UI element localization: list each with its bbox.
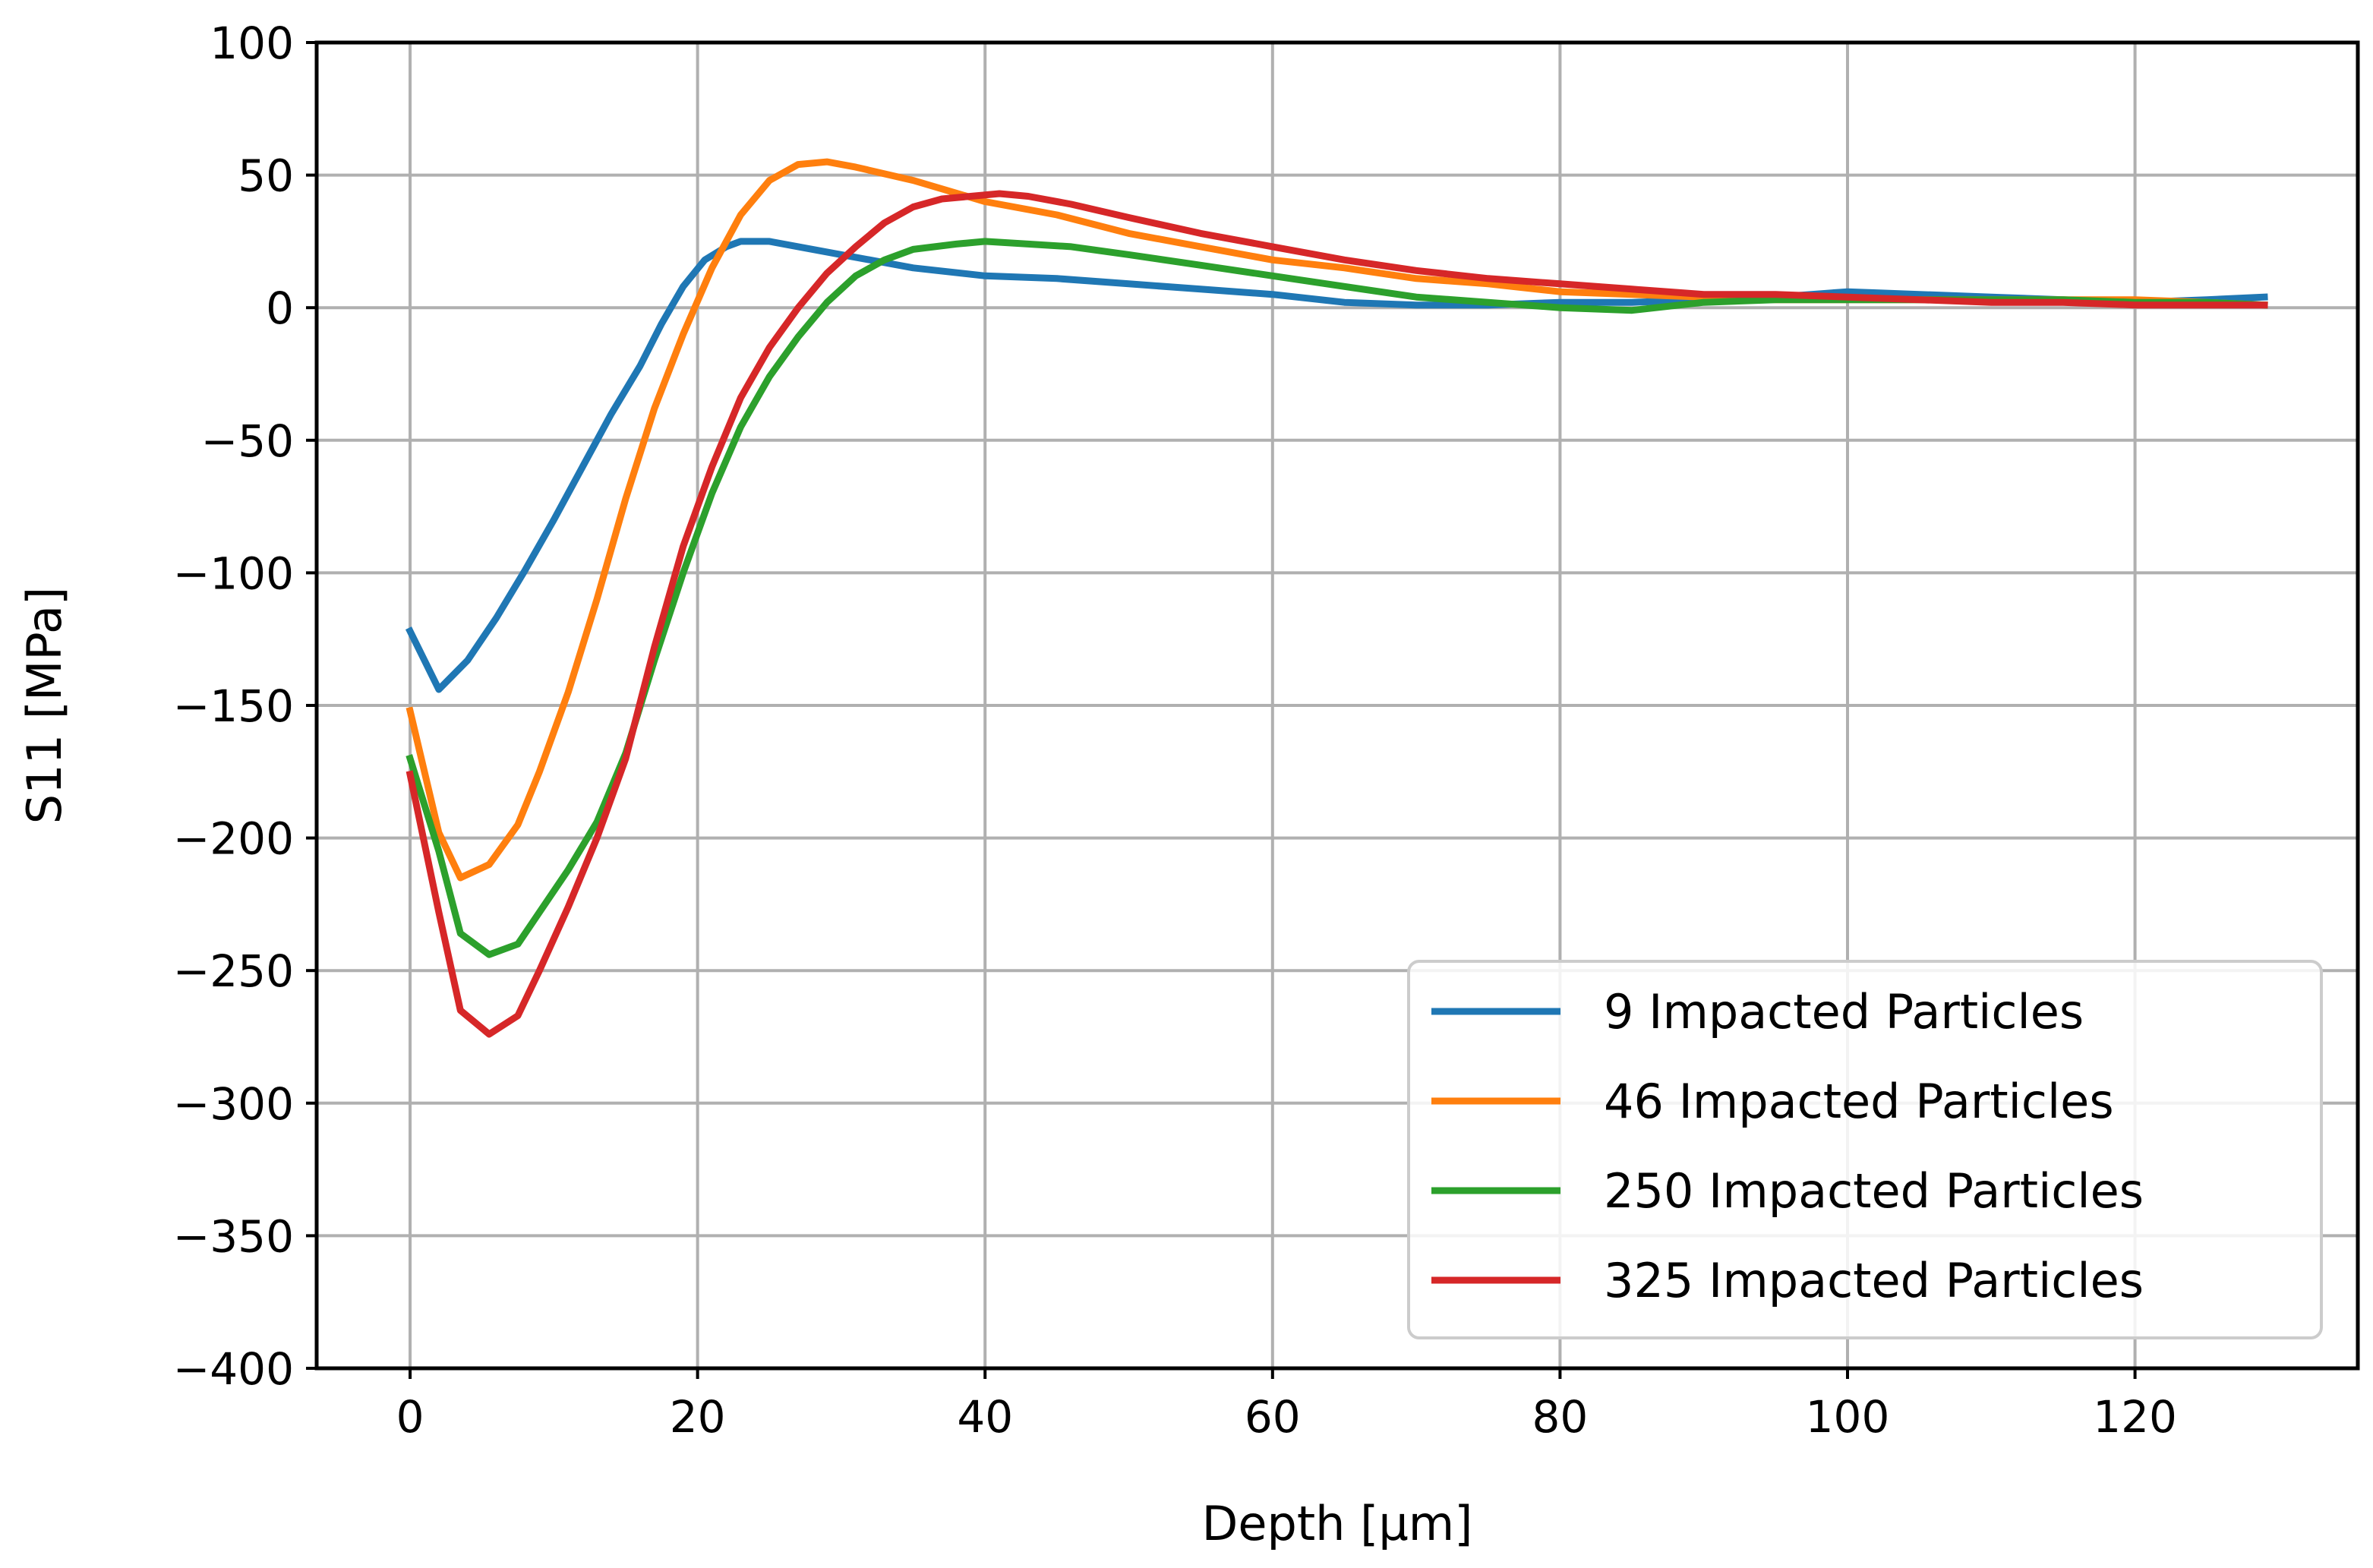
y-tick-label: 50 — [238, 150, 294, 202]
legend-box — [1407, 960, 2323, 1339]
y-tick-label: −400 — [173, 1343, 294, 1395]
x-tick-label: 60 — [1245, 1391, 1301, 1443]
ticks: 0 20 40 60 80 100 120 100 50 0 −50 −100 −150 −200 −250… — [173, 17, 2177, 1443]
legend-label-3: 250 Impacted Particles — [1604, 1163, 2144, 1219]
y-axis-label: S11 [MPa] — [17, 587, 72, 824]
y-tick-label: −350 — [173, 1210, 294, 1262]
y-tick-label: 0 — [266, 282, 294, 334]
x-tick-label: 40 — [957, 1391, 1013, 1443]
series-line-1 — [405, 238, 2268, 693]
series-line-4 — [405, 190, 2268, 1038]
x-tick-label: 0 — [396, 1391, 424, 1443]
y-tick-label: −200 — [173, 813, 294, 865]
series-line-3 — [405, 238, 2268, 958]
x-tick-label: 100 — [1806, 1391, 1890, 1443]
legend-label-2: 46 Impacted Particles — [1604, 1074, 2114, 1129]
x-axis-label: Depth [µm] — [1202, 1496, 1473, 1551]
x-tick-label: 80 — [1532, 1391, 1589, 1443]
y-tick-label: 100 — [210, 17, 294, 69]
y-tick-label: −300 — [173, 1078, 294, 1130]
legend-label-4: 325 Impacted Particles — [1604, 1253, 2144, 1308]
legend: 9 Impacted Particles 46 Impacted Particle… — [1407, 960, 2323, 1339]
x-tick-label: 120 — [2093, 1391, 2177, 1443]
series-lines — [405, 158, 2268, 1038]
legend-label-1: 9 Impacted Particles — [1604, 984, 2084, 1040]
x-tick-label: 20 — [670, 1391, 726, 1443]
y-tick-label: −100 — [173, 547, 294, 599]
y-tick-label: −150 — [173, 680, 294, 732]
y-tick-label: −50 — [201, 415, 294, 467]
y-tick-label: −250 — [173, 945, 294, 997]
